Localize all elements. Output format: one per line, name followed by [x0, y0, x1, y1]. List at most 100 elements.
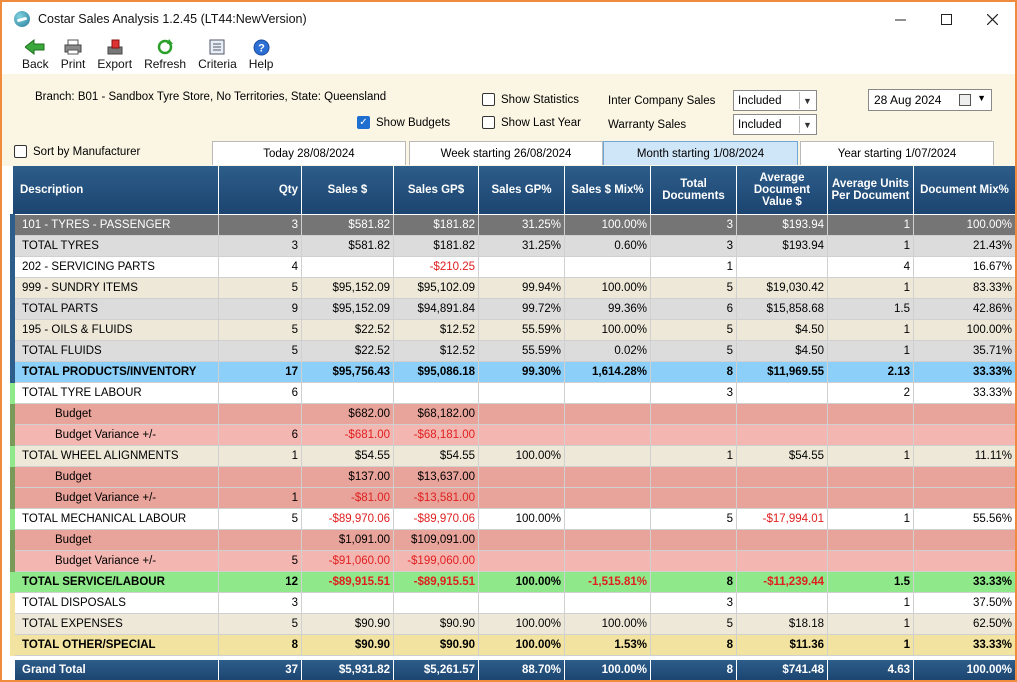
tab-label: Month starting 1/08/2024: [636, 147, 765, 160]
table-cell: -$13,581.00: [393, 486, 479, 509]
table-cell: [650, 549, 737, 572]
table-row[interactable]: TOTAL WHEEL ALIGNMENTS 1 $54.55 $54.55 100.0…: [10, 444, 1015, 467]
minimize-button[interactable]: [877, 2, 923, 36]
table-cell: [564, 486, 651, 509]
inter-company-dropdown[interactable]: Included ▼: [733, 90, 817, 111]
tab-month[interactable]: Month starting 1/08/2024: [603, 141, 798, 165]
date-picker[interactable]: 28 Aug 2024 ▼: [868, 89, 992, 111]
grand-total-row[interactable]: Grand Total 37 $5,931.82 $5,261.57 88.70% 100…: [10, 658, 1015, 680]
close-button[interactable]: [969, 2, 1015, 36]
table-cell: $5,261.57: [393, 658, 479, 680]
table-cell: [736, 528, 828, 551]
table-cell: 100.00%: [478, 612, 565, 635]
table-row[interactable]: TOTAL OTHER/SPECIAL 8 $90.90 $90.90 100.00% 1…: [10, 633, 1015, 656]
table-row[interactable]: TOTAL TYRES 3 $581.82 $181.82 31.25% 0.60% 3 $1…: [10, 234, 1015, 257]
table-row[interactable]: TOTAL PRODUCTS/INVENTORY 17 $95,756.43 $95,…: [10, 360, 1015, 383]
sales-table: Description Qty Sales $ Sales GP$ Sales …: [10, 166, 1015, 680]
table-row[interactable]: TOTAL FLUIDS 5 $22.52 $12.52 55.59% 0.02% 5 $4.…: [10, 339, 1015, 362]
table-cell: $95,152.09: [301, 297, 394, 320]
column-header[interactable]: Average Units Per Document: [827, 166, 914, 215]
export-button[interactable]: Export: [91, 36, 138, 71]
column-header[interactable]: Sales GP$: [393, 166, 479, 215]
table-cell: 42.86%: [913, 297, 1015, 320]
back-button[interactable]: Back: [16, 36, 55, 71]
column-header[interactable]: Description: [12, 166, 219, 215]
table-cell: -$17,994.01: [736, 507, 828, 530]
help-button[interactable]: ? Help: [243, 36, 280, 71]
maximize-icon: [940, 13, 952, 25]
table-cell: -$89,915.51: [301, 570, 394, 593]
sort-by-manufacturer-checkbox[interactable]: Sort by Manufacturer: [14, 145, 140, 158]
table-row[interactable]: TOTAL PARTS 9 $95,152.09 $94,891.84 99.72% 99…: [10, 297, 1015, 320]
table-row[interactable]: Budget $682.00 $68,182.00: [10, 402, 1015, 425]
table-cell: -1,515.81%: [564, 570, 651, 593]
refresh-label: Refresh: [144, 57, 187, 71]
table-row[interactable]: Budget Variance +/- 1 -$81.00 -$13,581.00: [10, 486, 1015, 509]
column-header[interactable]: Document Mix%: [913, 166, 1015, 215]
table-row[interactable]: Budget Variance +/- 5 -$91,060.00 -$199,060…: [10, 549, 1015, 572]
print-button[interactable]: Print: [55, 36, 92, 71]
sales-grid[interactable]: Description Qty Sales $ Sales GP$ Sales …: [10, 166, 1015, 680]
column-header[interactable]: Sales $ Mix%: [564, 166, 651, 215]
row-description: Grand Total: [10, 658, 219, 680]
table-cell: 3: [650, 381, 737, 404]
table-cell: 1: [827, 276, 914, 299]
refresh-button[interactable]: Refresh: [138, 36, 192, 71]
table-row[interactable]: TOTAL DISPOSALS 3 3 1 37.50%: [10, 591, 1015, 614]
show-statistics-checkbox[interactable]: Show Statistics: [482, 93, 579, 106]
table-cell: [564, 591, 651, 614]
table-cell: 3: [650, 213, 737, 236]
table-cell: [301, 381, 394, 404]
table-cell: 8: [650, 633, 737, 656]
table-row[interactable]: 202 - SERVICING PARTS 4 -$210.25 1 4 16.67%: [10, 255, 1015, 278]
table-cell: 12: [218, 570, 302, 593]
table-cell: [564, 381, 651, 404]
table-cell: 6: [218, 381, 302, 404]
table-cell: $54.55: [736, 444, 828, 467]
row-description: TOTAL MECHANICAL LABOUR: [10, 507, 219, 530]
table-row[interactable]: 999 - SUNDRY ITEMS 5 $95,152.09 $95,102.09 9…: [10, 276, 1015, 299]
criteria-button[interactable]: Criteria: [192, 36, 243, 71]
column-header[interactable]: Qty: [218, 166, 302, 215]
table-cell: $68,182.00: [393, 402, 479, 425]
table-cell: $193.94: [736, 213, 828, 236]
tab-today[interactable]: Today 28/08/2024: [212, 141, 406, 165]
table-cell: $193.94: [736, 234, 828, 257]
column-header[interactable]: Sales GP%: [478, 166, 565, 215]
inter-company-label: Inter Company Sales: [608, 95, 716, 107]
column-header[interactable]: Average Document Value $: [736, 166, 828, 215]
show-last-year-checkbox[interactable]: Show Last Year: [482, 116, 581, 129]
table-row[interactable]: Budget Variance +/- 6 -$681.00 -$68,181.00: [10, 423, 1015, 446]
show-budgets-checkbox[interactable]: ✓ Show Budgets: [357, 116, 450, 129]
table-cell: [564, 255, 651, 278]
table-row[interactable]: 101 - TYRES - PASSENGER 3 $581.82 $181.82 31…: [10, 213, 1015, 236]
tab-year[interactable]: Year starting 1/07/2024: [800, 141, 994, 165]
checkbox-checked-icon: ✓: [357, 116, 370, 129]
table-row[interactable]: TOTAL EXPENSES 5 $90.90 $90.90 100.00% 100.00…: [10, 612, 1015, 635]
table-cell: [218, 465, 302, 488]
table-cell: 100.00%: [913, 213, 1015, 236]
table-cell: [650, 402, 737, 425]
table-cell: [913, 528, 1015, 551]
table-row[interactable]: 195 - OILS & FLUIDS 5 $22.52 $12.52 55.59% 10…: [10, 318, 1015, 341]
table-row[interactable]: TOTAL MECHANICAL LABOUR 5 -$89,970.06 -$89,…: [10, 507, 1015, 530]
table-cell: 88.70%: [478, 658, 565, 680]
table-row[interactable]: TOTAL SERVICE/LABOUR 12 -$89,915.51 -$89,91…: [10, 570, 1015, 593]
table-row[interactable]: TOTAL TYRE LABOUR 6 3 2 33.33%: [10, 381, 1015, 404]
warranty-dropdown[interactable]: Included ▼: [733, 114, 817, 135]
column-header[interactable]: Sales $: [301, 166, 394, 215]
tab-week[interactable]: Week starting 26/08/2024: [409, 141, 603, 165]
table-cell: $95,152.09: [301, 276, 394, 299]
table-cell: 11.11%: [913, 444, 1015, 467]
table-row[interactable]: Budget $1,091.00 $109,091.00: [10, 528, 1015, 551]
row-description: TOTAL SERVICE/LABOUR: [10, 570, 219, 593]
table-cell: [736, 591, 828, 614]
maximize-button[interactable]: [923, 2, 969, 36]
table-cell: 5: [650, 507, 737, 530]
table-cell: 3: [650, 234, 737, 257]
table-cell: 2.13: [827, 360, 914, 383]
table-cell: 4: [827, 255, 914, 278]
table-row[interactable]: Budget $137.00 $13,637.00: [10, 465, 1015, 488]
table-cell: 100.00%: [913, 658, 1015, 680]
column-header[interactable]: Total Documents: [650, 166, 737, 215]
